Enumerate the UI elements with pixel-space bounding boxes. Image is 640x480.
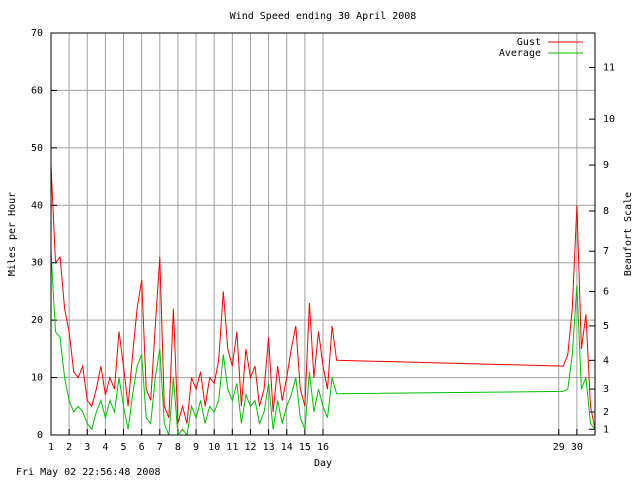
y-tick-label: 60 <box>31 85 43 96</box>
y2-tick-label: 6 <box>603 286 609 297</box>
x-tick-label: 12 <box>244 442 256 453</box>
x-tick-label: 2 <box>66 442 72 453</box>
y2-tick-label: 3 <box>603 384 609 395</box>
y-axis-label: Miles per Hour <box>7 192 18 276</box>
x-tick-label: 4 <box>102 442 108 453</box>
y2-tick-label: 9 <box>603 160 609 171</box>
x-tick-label: 10 <box>208 442 220 453</box>
x-tick-label: 5 <box>121 442 127 453</box>
y-tick-label: 50 <box>31 143 43 154</box>
y-tick-label: 30 <box>31 258 43 269</box>
y-tick-label: 40 <box>31 200 43 211</box>
y-tick-label: 20 <box>31 315 43 326</box>
y2-tick-label: 2 <box>603 407 609 418</box>
legend-label: Average <box>499 48 541 59</box>
x-axis-label: Day <box>314 458 332 469</box>
legend-label: Gust <box>517 37 541 48</box>
x-tick-label: 30 <box>571 442 583 453</box>
y2-tick-label: 8 <box>603 206 609 217</box>
plot-border <box>50 32 596 436</box>
y-tick-label: 0 <box>37 430 43 441</box>
chart-title: Wind Speed ending 30 April 2008 <box>230 11 417 22</box>
x-tick-label: 6 <box>139 442 145 453</box>
x-tick-label: 15 <box>299 442 311 453</box>
x-tick-label: 13 <box>263 442 275 453</box>
y2-tick-label: 4 <box>603 355 609 366</box>
x-tick-label: 9 <box>193 442 199 453</box>
x-tick-label: 7 <box>157 442 163 453</box>
y2-tick-label: 7 <box>603 246 609 257</box>
y-tick-label: 70 <box>31 28 43 39</box>
x-tick-label: 11 <box>226 442 238 453</box>
x-tick-label: 14 <box>281 442 293 453</box>
x-tick-label: 16 <box>317 442 329 453</box>
x-tick-label: 3 <box>84 442 90 453</box>
x-tick-label: 8 <box>175 442 181 453</box>
x-tick-label: 29 <box>553 442 565 453</box>
y2-tick-label: 11 <box>603 62 615 73</box>
y2-tick-label: 10 <box>603 114 615 125</box>
y2-tick-label: 5 <box>603 321 609 332</box>
data-line <box>50 165 596 430</box>
data-line <box>50 251 596 437</box>
footer: Fri May 02 22:56:48 2008 <box>16 467 161 478</box>
y2-axis-label: Beaufort Scale <box>623 192 634 276</box>
y2-tick-label: 1 <box>603 424 609 435</box>
x-tick-label: 1 <box>48 442 54 453</box>
y-tick-label: 10 <box>31 373 43 384</box>
